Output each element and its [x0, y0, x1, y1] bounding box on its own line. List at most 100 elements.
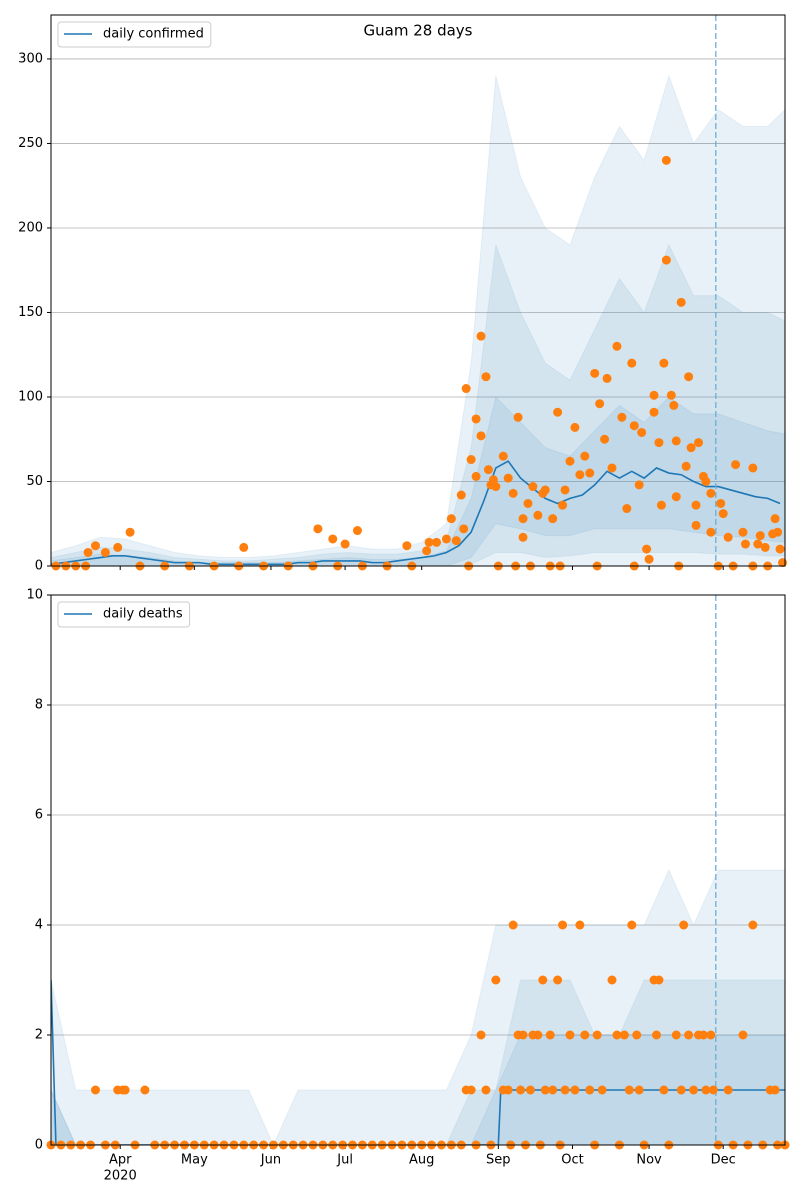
data-point [649, 407, 659, 417]
data-point [570, 422, 580, 432]
data-point [686, 443, 696, 453]
data-point [90, 1085, 100, 1095]
data-point [706, 1030, 716, 1040]
data-point [441, 534, 451, 544]
data-point [518, 514, 528, 524]
data-point [624, 1085, 634, 1095]
data-point [585, 1085, 595, 1095]
data-point [340, 539, 350, 549]
data-point [595, 399, 605, 409]
data-point [508, 488, 518, 498]
data-point [612, 341, 622, 351]
data-point [580, 451, 590, 461]
data-point [661, 155, 671, 165]
data-point [607, 463, 617, 473]
data-point [481, 372, 491, 382]
data-point [659, 358, 669, 368]
y-tick-label: 100 [18, 389, 43, 404]
data-point [669, 400, 679, 410]
data-point [113, 542, 123, 552]
data-point [684, 1030, 694, 1040]
data-point [661, 255, 671, 265]
data-point [540, 485, 550, 495]
data-point [560, 1085, 570, 1095]
plot-area [51, 868, 785, 1145]
data-point [565, 1030, 575, 1040]
data-point [471, 414, 481, 424]
data-point [738, 527, 748, 537]
data-point [503, 1085, 513, 1095]
data-point [553, 975, 563, 985]
data-point [533, 1030, 543, 1040]
x-tick-label: Nov [636, 1153, 662, 1168]
data-point [666, 390, 676, 400]
data-point [684, 372, 694, 382]
data-point [748, 920, 758, 930]
data-point [558, 920, 568, 930]
data-point [533, 510, 543, 520]
data-point [602, 373, 612, 383]
data-point [424, 537, 434, 547]
data-point [518, 532, 528, 542]
data-point [558, 500, 568, 510]
data-point [627, 358, 637, 368]
data-point [723, 1085, 733, 1095]
data-point [491, 975, 501, 985]
data-point [548, 1085, 558, 1095]
axes-frame [50, 14, 786, 567]
x-tick-label: Jun [260, 1153, 281, 1168]
data-point [634, 480, 644, 490]
data-point [760, 542, 770, 552]
data-point [491, 482, 501, 492]
data-point [459, 524, 469, 534]
data-point [560, 485, 570, 495]
legend: daily deaths [57, 601, 191, 628]
legend-box [57, 21, 212, 48]
data-point [716, 498, 726, 508]
data-point [676, 1085, 686, 1095]
data-point [753, 539, 763, 549]
y-tick-label: 6 [35, 808, 43, 823]
data-point [513, 412, 523, 422]
data-point [592, 1030, 602, 1040]
data-point [523, 498, 533, 508]
y-tick-label: 250 [18, 136, 43, 151]
data-point [446, 514, 456, 524]
data-point [671, 1030, 681, 1040]
data-point [689, 1085, 699, 1095]
data-point [698, 1030, 708, 1040]
data-point [432, 537, 442, 547]
data-point [488, 475, 498, 485]
data-point [748, 463, 758, 473]
y-tick-label: 0 [35, 559, 43, 574]
x-tick-label: May [181, 1153, 208, 1168]
data-point [508, 920, 518, 930]
y-tick-label: 150 [18, 305, 43, 320]
data-point [313, 524, 323, 534]
data-point [518, 1030, 528, 1040]
uncertainty-band [51, 1034, 785, 1145]
series-line [51, 979, 785, 1145]
data-point [632, 1030, 642, 1040]
data-point [755, 531, 765, 541]
data-point [770, 514, 780, 524]
data-point [600, 434, 610, 444]
data-point [612, 1030, 622, 1040]
data-point [476, 1030, 486, 1040]
x-tick-label: Sep [486, 1153, 511, 1168]
data-point [565, 456, 575, 466]
data-point [585, 468, 595, 478]
x-tick-label: Jul [336, 1153, 353, 1168]
data-point [570, 1085, 580, 1095]
data-point [451, 536, 461, 546]
data-point [654, 438, 664, 448]
data-point [694, 438, 704, 448]
data-point [328, 534, 338, 544]
data-point [627, 920, 637, 930]
data-point [708, 1085, 718, 1095]
y-tick-label: 8 [35, 698, 43, 713]
data-point [575, 470, 585, 480]
data-point [619, 1030, 629, 1040]
